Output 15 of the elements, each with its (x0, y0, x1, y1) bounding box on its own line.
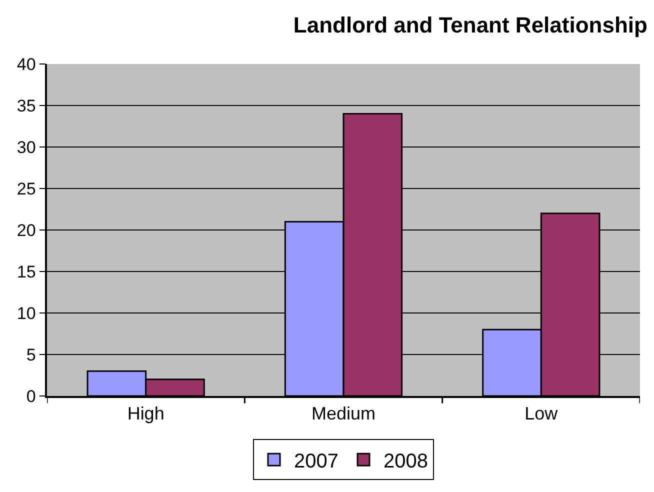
x-tick-label: High (127, 403, 164, 424)
y-tick-label: 10 (16, 304, 36, 323)
y-tick-label: 30 (16, 138, 36, 157)
y-tick-label: 5 (26, 345, 36, 364)
legend-label: 2007 (294, 450, 338, 472)
y-tick-label: 15 (16, 262, 36, 282)
y-tick-label: 0 (26, 386, 36, 406)
x-tick-label: Medium (311, 403, 376, 424)
chart-title: Landlord and Tenant Relationship (293, 12, 648, 38)
y-tick-label: 35 (16, 96, 36, 116)
legend-label: 2008 (384, 450, 428, 472)
y-tick-label: 25 (16, 179, 36, 198)
y-tick-label: 20 (16, 220, 36, 240)
x-tick-label: Low (524, 403, 559, 424)
y-tick-label: 40 (16, 54, 36, 74)
